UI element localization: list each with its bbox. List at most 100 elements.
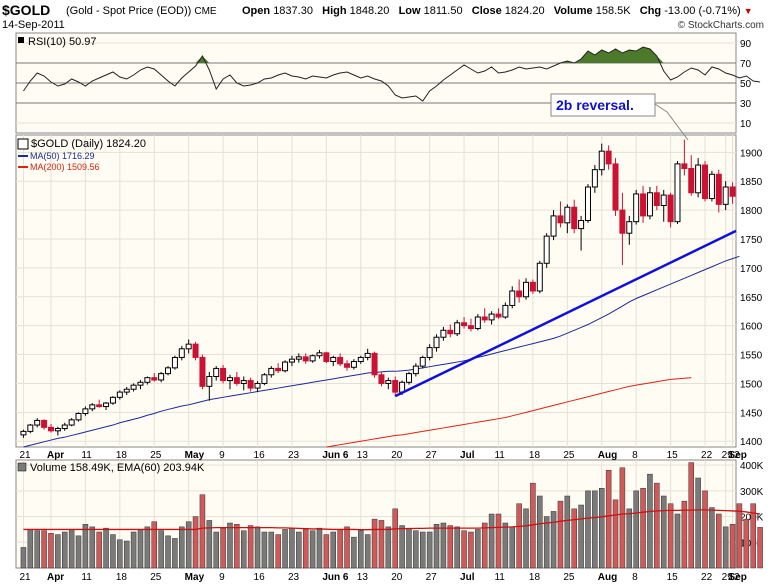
volume-bar bbox=[275, 534, 281, 569]
price-x-tick-label: Jun 6 bbox=[322, 450, 349, 461]
volume-bar bbox=[220, 527, 226, 569]
candle-body bbox=[667, 194, 674, 223]
volume-x-tick-label: Aug bbox=[598, 572, 617, 583]
volume-bar bbox=[309, 530, 316, 569]
volume-x-tick-label: 9 bbox=[219, 572, 225, 583]
volume-x-tick-label: 29 bbox=[722, 572, 734, 583]
candle-body bbox=[151, 377, 158, 381]
price-x-tick-label: 23 bbox=[288, 450, 300, 461]
candle-body bbox=[412, 365, 419, 375]
price-x-tick-label: Jul bbox=[460, 450, 475, 461]
volume-bar bbox=[172, 538, 178, 569]
volume-bar bbox=[592, 490, 598, 569]
price-x-tick-label: Aug bbox=[598, 450, 617, 461]
candle-body bbox=[371, 352, 378, 376]
chg-value: -13.00 (-0.71%) bbox=[664, 5, 741, 17]
volume-x-tick-label: Sep bbox=[729, 572, 747, 583]
price-tick-label: 1450 bbox=[740, 408, 763, 419]
candle-body bbox=[674, 163, 681, 223]
volume-bar bbox=[364, 534, 371, 569]
volume-bar bbox=[557, 500, 564, 569]
volume-bar bbox=[254, 526, 261, 569]
volume-bar bbox=[612, 499, 619, 569]
candle-body bbox=[247, 380, 254, 389]
volume-x-tick-label: 25 bbox=[563, 572, 575, 583]
candle-body bbox=[605, 150, 612, 165]
candle-body bbox=[626, 221, 633, 234]
candle-body bbox=[47, 426, 54, 432]
volume-bar bbox=[110, 534, 116, 569]
candle-body bbox=[178, 348, 185, 358]
volume-x-tick-label: 18 bbox=[116, 572, 128, 583]
volume-bar bbox=[475, 529, 481, 569]
volume-bar bbox=[564, 495, 571, 569]
price-panel bbox=[15, 134, 737, 448]
volume-ema-line bbox=[23, 509, 761, 531]
close-label: Close bbox=[471, 5, 502, 17]
volume-bar bbox=[213, 531, 219, 569]
volume-bar bbox=[185, 521, 192, 569]
price-x-tick-label: 9 bbox=[219, 450, 225, 461]
candle-body bbox=[330, 356, 337, 362]
volume-bar bbox=[488, 513, 495, 569]
volume-bar bbox=[206, 520, 213, 569]
volume-bar bbox=[413, 530, 419, 569]
volume-x-tick-label: 27 bbox=[426, 572, 438, 583]
volume-bar bbox=[640, 488, 646, 569]
volume-bar bbox=[633, 490, 639, 569]
candle-body bbox=[68, 419, 75, 426]
candle-body bbox=[467, 325, 474, 330]
symbol-description: (Gold - Spot Price (EOD)) CME bbox=[66, 5, 217, 17]
candle-body bbox=[405, 373, 412, 383]
rsi-label: RSI(10) 50.97 bbox=[28, 36, 96, 48]
candle-body bbox=[433, 336, 440, 349]
price-legend-marker bbox=[17, 138, 29, 150]
candle-body bbox=[130, 384, 137, 390]
volume-bar bbox=[199, 494, 206, 569]
candle-body bbox=[309, 355, 316, 362]
volume-bar bbox=[743, 518, 750, 569]
volume-bar bbox=[20, 547, 27, 569]
candle-body bbox=[550, 215, 557, 237]
volume-bar bbox=[268, 531, 275, 569]
chart-header: $GOLD (Gold - Spot Price (EOD)) CME 14-S… bbox=[0, 0, 780, 32]
volume-bar bbox=[468, 531, 474, 569]
close-value: 1824.20 bbox=[504, 5, 545, 17]
price-x-tick-label: 18 bbox=[529, 450, 541, 461]
chg-label: Chg bbox=[639, 5, 662, 17]
volume-bar bbox=[654, 482, 660, 569]
volume-bar bbox=[344, 526, 350, 569]
volume-bar bbox=[234, 524, 240, 569]
candle-body bbox=[688, 168, 695, 194]
volume-bar bbox=[647, 473, 653, 569]
price-tick-label: 1400 bbox=[740, 437, 763, 448]
volume-bar bbox=[289, 527, 295, 569]
volume-x-tick-label: Jul bbox=[460, 572, 475, 583]
volume-bar bbox=[406, 527, 412, 569]
volume-bar bbox=[82, 524, 89, 569]
volume-label: Volume 158.49K, EMA(60) 203.94K bbox=[30, 462, 205, 474]
price-x-tick-label: 12 bbox=[729, 450, 741, 461]
candle-body bbox=[571, 206, 578, 230]
candle-body bbox=[419, 356, 426, 367]
volume-bar bbox=[537, 495, 543, 569]
rsi-tick-label: 10 bbox=[740, 119, 752, 130]
candle-body bbox=[137, 381, 144, 386]
volume-bar bbox=[626, 508, 633, 569]
candle-body bbox=[288, 358, 295, 363]
rsi-tick-label: 50 bbox=[740, 79, 752, 90]
volume-bar bbox=[516, 503, 522, 569]
volume-bar bbox=[261, 531, 268, 569]
candle-body bbox=[103, 402, 110, 408]
candle-body bbox=[350, 360, 357, 368]
price-x-tick-label: 13 bbox=[357, 450, 369, 461]
chart-date: 14-Sep-2011 bbox=[2, 19, 65, 31]
candle-body bbox=[158, 373, 165, 381]
high-value: 1848.20 bbox=[349, 5, 390, 17]
volume-bar bbox=[619, 467, 626, 569]
volume-x-tick-label: 16 bbox=[254, 572, 266, 583]
volume-bar bbox=[681, 500, 688, 569]
candle-body bbox=[116, 391, 123, 398]
candle-body bbox=[523, 281, 530, 298]
volume-bar bbox=[674, 513, 681, 569]
